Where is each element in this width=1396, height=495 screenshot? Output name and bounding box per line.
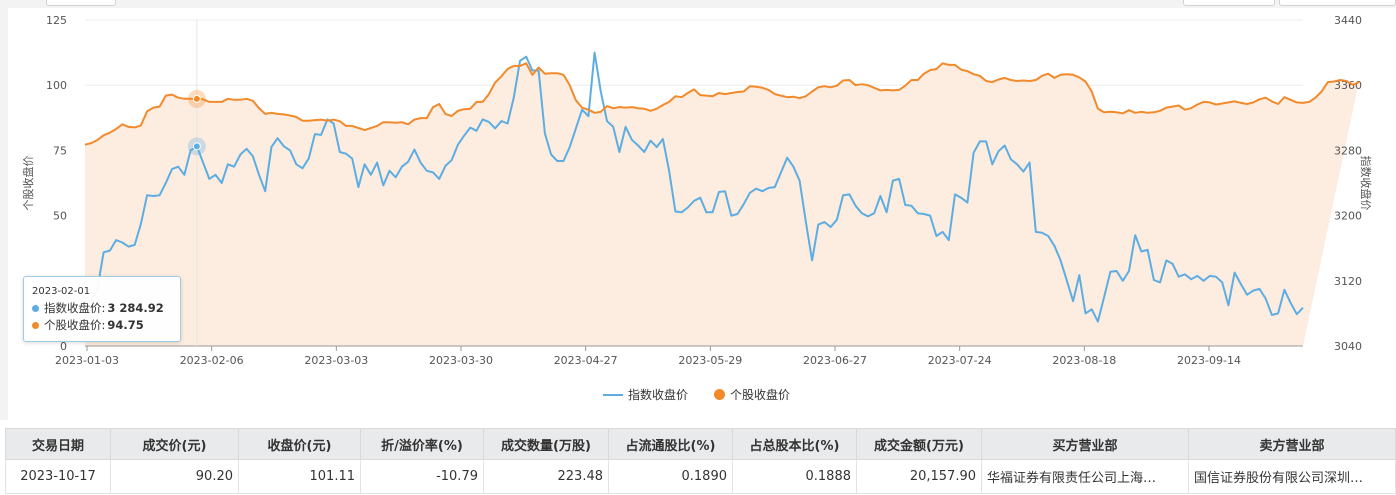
header-volume[interactable]: 成交数量(万股) <box>483 428 609 460</box>
right-tick-label: 3120 <box>1334 275 1362 288</box>
x-tick-label: 2023-08-18 <box>1052 354 1116 367</box>
x-tick-label: 2023-05-29 <box>678 354 742 367</box>
index-series-line <box>84 51 1304 323</box>
price-chart: 125 100 75 50 0 3440 3360 3280 3200 3120 3040 202… <box>21 14 1373 367</box>
left-tick-label: 75 <box>53 144 67 157</box>
header-close-price[interactable]: 收盘价(元) <box>238 428 361 460</box>
stock-dot-icon <box>32 321 39 329</box>
chart-tooltip: 2023-02-01 指数收盘价: 3 284.92 个股收盘价: 94.75 <box>23 276 181 342</box>
cell-volume: 223.48 <box>483 459 609 494</box>
right-axis-title: 指数收盘价 <box>1359 156 1373 211</box>
tooltip-index-row: 指数收盘价: 3 284.92 <box>32 300 164 316</box>
right-tick-label: 3200 <box>1334 210 1362 223</box>
line-legend-icon <box>603 393 623 396</box>
right-tick-label: 3280 <box>1334 144 1362 157</box>
top-bar <box>0 0 1396 8</box>
left-tick-label: 100 <box>46 79 67 92</box>
cell-amount: 20,157.90 <box>856 459 982 494</box>
tooltip-date: 2023-02-01 <box>32 286 91 297</box>
x-axis-ticks: 2023-01-03 2023-02-06 2023-03-03 2023-03-30… <box>55 346 1241 367</box>
left-tick-label: 125 <box>46 14 67 27</box>
header-buyer[interactable]: 买方营业部 <box>981 428 1189 460</box>
index-dot-icon <box>32 304 39 312</box>
legend-item-index[interactable]: 指数收盘价 <box>603 386 688 403</box>
header-trade-date[interactable]: 交易日期 <box>5 428 111 460</box>
x-tick-label: 2023-07-24 <box>928 354 992 367</box>
cell-float-ratio: 0.1890 <box>608 459 733 494</box>
stock-area-fill <box>85 63 1359 347</box>
block-trade-table: 交易日期 成交价(元) 收盘价(元) 折/溢价率(%) 成交数量(万股) 占流通… <box>5 428 1396 494</box>
tooltip-stock-row: 个股收盘价: 94.75 <box>32 317 144 333</box>
table-header-row: 交易日期 成交价(元) 收盘价(元) 折/溢价率(%) 成交数量(万股) 占流通… <box>5 428 1396 460</box>
x-tick-label: 2023-02-06 <box>180 354 244 367</box>
cell-premium-rate: -10.79 <box>360 459 484 494</box>
top-control-left[interactable] <box>46 0 116 6</box>
right-axis-ticks: 3440 3360 3280 3200 3120 3040 <box>1334 14 1362 353</box>
header-premium-rate[interactable]: 折/溢价率(%) <box>360 428 484 460</box>
left-gutter <box>0 0 8 420</box>
right-tick-label: 3440 <box>1334 14 1362 27</box>
tooltip-index-label: 指数收盘价: <box>44 301 106 315</box>
x-tick-label: 2023-01-03 <box>55 354 119 367</box>
legend-stock-label: 个股收盘价 <box>730 388 791 402</box>
left-tick-label: 0 <box>60 340 67 353</box>
hover-markers <box>187 20 206 346</box>
table-row: 2023-10-17 90.20 101.11 -10.79 223.48 0.… <box>5 459 1396 494</box>
cell-close-price: 101.11 <box>238 459 361 494</box>
header-float-ratio[interactable]: 占流通股比(%) <box>608 428 733 460</box>
stock-marker-dot <box>192 94 201 103</box>
left-axis-title: 个股收盘价 <box>21 156 35 211</box>
left-axis-ticks: 125 100 75 50 0 <box>46 14 67 353</box>
cell-deal-price: 90.20 <box>110 459 239 494</box>
legend-index-label: 指数收盘价 <box>628 388 689 402</box>
legend-item-stock[interactable]: 个股收盘价 <box>714 386 790 403</box>
chart-legend: 指数收盘价 个股收盘价 <box>603 386 816 403</box>
index-marker-dot <box>192 142 201 151</box>
stock-series-line <box>84 62 1360 146</box>
cell-buyer[interactable]: 华福证券有限责任公司上海… <box>981 459 1189 494</box>
tooltip-stock-value: 94.75 <box>107 318 144 332</box>
cell-seller[interactable]: 国信证券股份有限公司深圳… <box>1188 459 1396 494</box>
right-tick-label: 3040 <box>1334 340 1362 353</box>
tooltip-stock-label: 个股收盘价: <box>44 318 106 332</box>
cell-total-ratio: 0.1888 <box>732 459 857 494</box>
x-tick-label: 2023-06-27 <box>803 354 867 367</box>
top-control-right-a[interactable] <box>1183 0 1275 6</box>
cell-trade-date: 2023-10-17 <box>5 459 111 494</box>
x-tick-label: 2023-03-03 <box>304 354 368 367</box>
header-deal-price[interactable]: 成交价(元) <box>110 428 239 460</box>
dot-legend-icon <box>714 389 726 400</box>
x-tick-label: 2023-09-14 <box>1177 354 1241 367</box>
tooltip-index-value: 3 284.92 <box>107 301 164 315</box>
header-amount[interactable]: 成交金额(万元) <box>856 428 982 460</box>
header-seller[interactable]: 卖方营业部 <box>1188 428 1396 460</box>
x-tick-label: 2023-03-30 <box>429 354 493 367</box>
x-tick-label: 2023-04-27 <box>554 354 618 367</box>
right-tick-label: 3360 <box>1334 79 1362 92</box>
left-tick-label: 50 <box>53 210 67 223</box>
header-total-ratio[interactable]: 占总股本比(%) <box>732 428 857 460</box>
